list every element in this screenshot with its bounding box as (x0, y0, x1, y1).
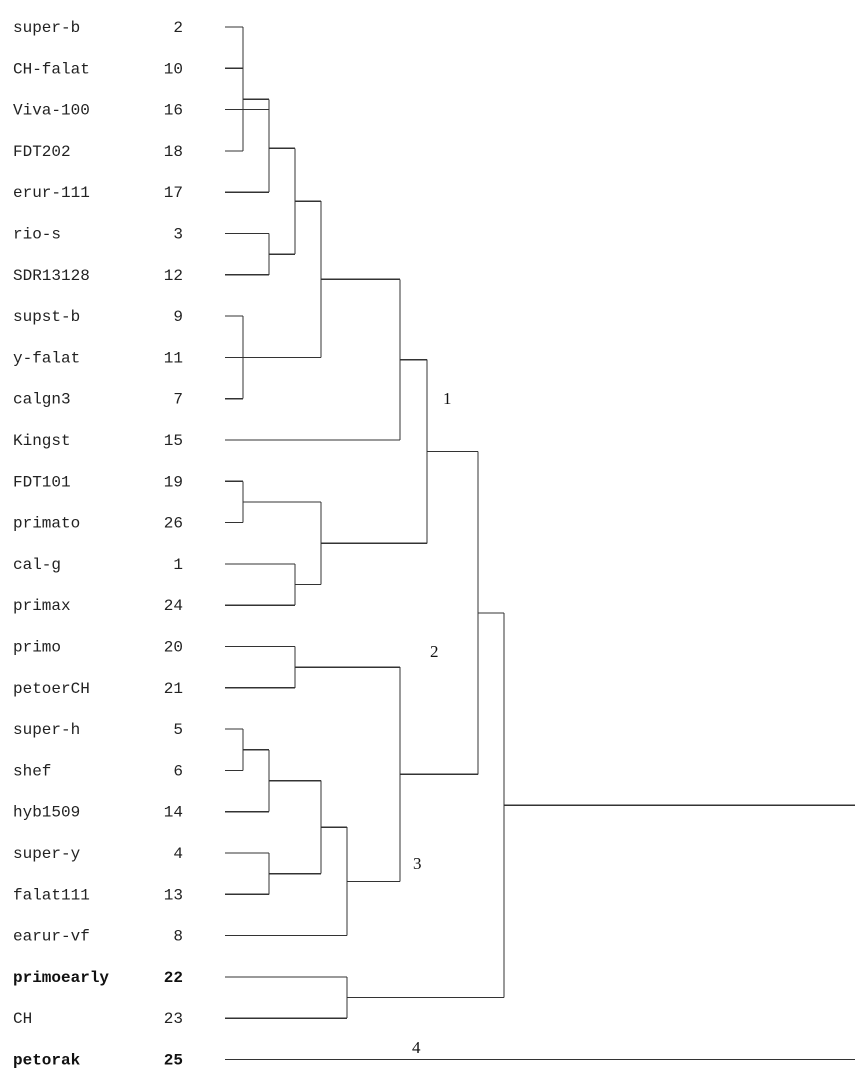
leaf-name: y-falat (13, 349, 80, 367)
leaf-id: 11 (164, 349, 183, 367)
cluster-label-2: 2 (430, 642, 439, 661)
leaf-name: Kingst (13, 432, 71, 450)
leaf-name: Viva-100 (13, 102, 90, 120)
leaf-id: 14 (164, 804, 183, 822)
leaf-id: 25 (164, 1052, 183, 1070)
leaf-id: 17 (164, 184, 183, 202)
leaf-id: 19 (164, 473, 183, 491)
leaf-id: 9 (173, 308, 183, 326)
leaf-name: calgn3 (13, 391, 71, 409)
leaf-name: primato (13, 515, 80, 533)
leaf-name: primax (13, 597, 71, 615)
leaf-id: 16 (164, 102, 183, 120)
leaf-name: FDT202 (13, 143, 71, 161)
leaf-name: earur-vf (13, 928, 90, 946)
leaf-name: rio-s (13, 226, 61, 244)
leaf-name: primo (13, 639, 61, 657)
leaf-id: 24 (164, 597, 183, 615)
leaf-id: 18 (164, 143, 183, 161)
leaf-name: primoearly (13, 969, 109, 987)
leaf-id: 26 (164, 515, 183, 533)
dendrogram-branches (225, 26, 855, 1061)
leaf-name: FDT101 (13, 473, 71, 491)
cluster-label-4: 4 (412, 1038, 421, 1057)
leaf-id: 7 (173, 391, 183, 409)
leaf-id: 10 (164, 60, 183, 78)
leaf-id: 23 (164, 1010, 183, 1028)
leaf-id: 21 (164, 680, 183, 698)
leaf-name: erur-111 (13, 184, 90, 202)
leaf-id: 2 (173, 19, 183, 37)
leaf-id: 15 (164, 432, 183, 450)
leaf-name: falat111 (13, 886, 90, 904)
leaf-id: 22 (164, 969, 183, 987)
leaf-name: CH (13, 1010, 32, 1028)
leaf-id: 12 (164, 267, 183, 285)
leaf-id: 6 (173, 762, 183, 780)
leaf-name: CH-falat (13, 60, 90, 78)
leaf-name: cal-g (13, 556, 61, 574)
leaf-name: super-h (13, 721, 80, 739)
leaf-name: supst-b (13, 308, 80, 326)
leaf-id: 20 (164, 639, 183, 657)
cluster-labels: 1 2 3 4 (412, 389, 452, 1057)
leaf-name: hyb1509 (13, 804, 80, 822)
leaf-id: 1 (173, 556, 183, 574)
leaf-name: shef (13, 762, 51, 780)
leaf-id: 5 (173, 721, 183, 739)
leaf-name: SDR13128 (13, 267, 90, 285)
leaf-id: 13 (164, 886, 183, 904)
leaf-id: 4 (173, 845, 183, 863)
leaf-name: petorak (13, 1052, 81, 1070)
cluster-label-1: 1 (443, 389, 452, 408)
leaf-name: petoerCH (13, 680, 90, 698)
leaf-id: 8 (173, 928, 183, 946)
cluster-label-3: 3 (413, 854, 422, 873)
leaf-id: 3 (173, 226, 183, 244)
leaf-name: super-y (13, 845, 81, 863)
leaf-name: super-b (13, 19, 80, 37)
